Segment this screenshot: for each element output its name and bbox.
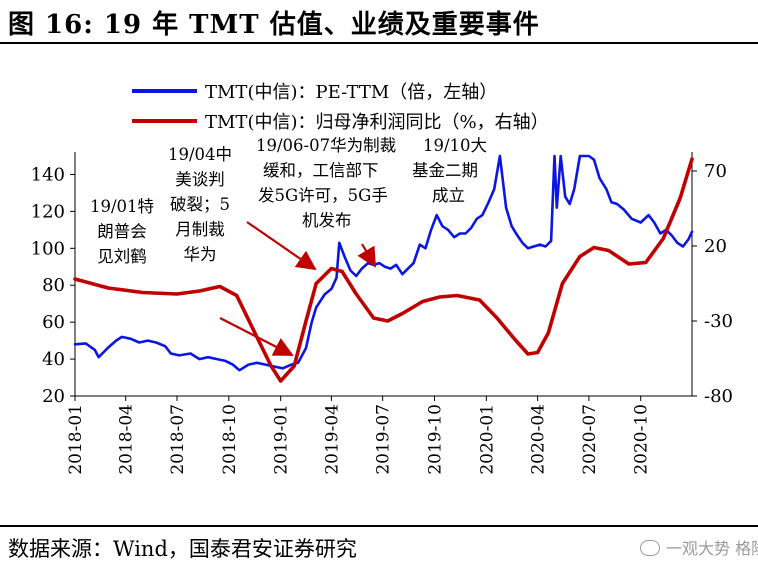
annotation-arrow-0: [219, 317, 294, 356]
annotation-3-line-2: 成立: [432, 186, 465, 205]
pe-ttm-line: [73, 154, 694, 372]
legend: TMT(中信)：PE-TTM（倍，左轴） TMT(中信)：归母净利润同比（%，右…: [132, 82, 549, 133]
watermark: 一观大势 格隆汇: [640, 535, 758, 559]
annotation-0-line-2: 见刘鹤: [97, 247, 147, 266]
x-tick-label-1: 2018-04: [117, 404, 137, 475]
left-tick-label-3: 80: [42, 275, 65, 296]
annotation-1-line-4: 华为: [184, 245, 217, 264]
x-tick-label-3: 2018-10: [220, 404, 240, 475]
axes: 20 40 60 80 100 120 140 -80 -30 20 70 2018-01 2018-0…: [31, 152, 733, 475]
annotation-1-line-3: 月制裁: [175, 220, 225, 239]
legend-label-pe: TMT(中信)：PE-TTM（倍，左轴）: [205, 82, 497, 103]
annotation-2-line-3: 机发布: [302, 211, 352, 230]
x-tick-label-9: 2020-04: [529, 404, 549, 475]
x-tick-label-10: 2020-07: [580, 404, 600, 475]
right-tick-label-1: -30: [704, 311, 733, 332]
annotation-2-line-0: 19/06-07华为制裁: [256, 136, 396, 155]
chart: TMT(中信)：PE-TTM（倍，左轴） TMT(中信)：归母净利润同比（%，右…: [31, 82, 733, 475]
title-rule: [0, 42, 758, 44]
chat-bubble-icon: [640, 540, 660, 556]
x-tick-label-7: 2019-10: [425, 404, 445, 475]
left-tick-label-5: 120: [31, 201, 65, 222]
plot-area: [73, 154, 694, 383]
left-tick-label-0: 20: [42, 386, 65, 407]
right-tick-label-0: -80: [704, 386, 733, 407]
source-note: 数据来源：Wind，国泰君安证券研究: [8, 537, 357, 561]
figure-title: 图 16: 19 年 TMT 估值、业绩及重要事件: [8, 10, 540, 40]
x-tick-label-8: 2020-01: [477, 404, 497, 475]
right-tick-label-2: 20: [704, 236, 727, 257]
annotation-3-line-0: 19/10大: [423, 136, 487, 155]
x-tick-label-2: 2018-07: [168, 404, 188, 475]
annotation-arrow-1: [246, 221, 317, 271]
annotation-1-line-0: 19/04中: [168, 145, 232, 164]
x-tick-label-4: 2019-01: [272, 404, 292, 475]
x-tick-label-6: 2019-07: [374, 404, 394, 475]
watermark-text: 一观大势 格隆汇: [666, 539, 758, 558]
left-tick-label-2: 60: [42, 312, 65, 333]
legend-label-profit: TMT(中信)：归母净利润同比（%，右轴）: [205, 112, 549, 133]
annotation-1-line-1: 美谈判: [175, 170, 225, 189]
left-tick-label-1: 40: [42, 349, 65, 370]
source-rule: [0, 525, 758, 527]
x-tick-label-0: 2018-01: [66, 404, 86, 475]
x-tick-label-5: 2019-04: [322, 404, 342, 475]
annotation-0-line-0: 19/01特: [90, 197, 154, 216]
profit-yoy-line: [73, 157, 694, 383]
left-tick-label-6: 140: [31, 164, 65, 185]
annotation-1-line-2: 破裂；5: [170, 195, 230, 214]
annotation-2-line-1: 缓和，工信部下: [263, 161, 379, 180]
left-tick-label-4: 100: [31, 238, 65, 259]
x-tick-label-11: 2020-10: [632, 404, 652, 475]
annotation-arrow-2: [357, 243, 377, 268]
annotation-2-line-2: 发5G许可，5G手: [258, 186, 388, 205]
annotation-0-line-1: 朗普会: [97, 222, 147, 241]
annotation-3-line-1: 基金二期: [412, 161, 478, 180]
right-tick-label-3: 70: [704, 161, 727, 182]
